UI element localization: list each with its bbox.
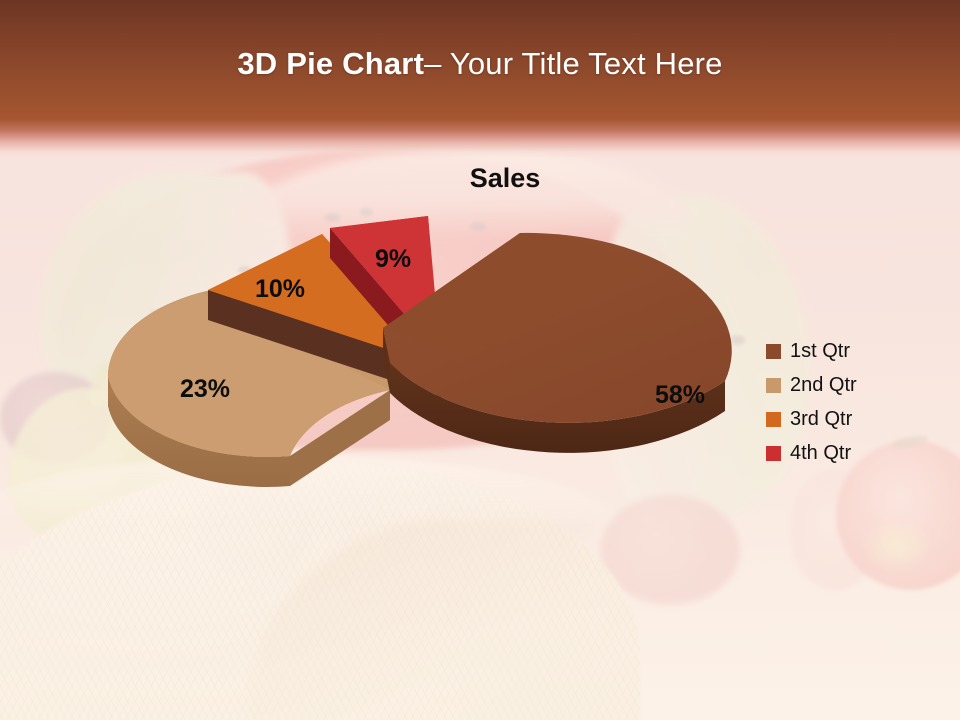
data-label-3rd-qtr: 10%: [255, 275, 306, 303]
legend-label: 4th Qtr: [790, 442, 852, 464]
page-title-rest: – Your Title Text Here: [424, 46, 723, 81]
legend-swatch-icon: [766, 377, 781, 393]
legend-label: 1st Qtr: [790, 340, 851, 362]
chart-legend: 1st Qtr 2nd Qtr 3rd Qtr 4th Qtr: [766, 334, 857, 470]
data-label-1st-qtr: 58%: [655, 381, 706, 409]
page-title: 3D Pie Chart– Your Title Text Here: [0, 46, 960, 82]
legend-swatch-icon: [766, 411, 781, 427]
legend-item-2nd-qtr[interactable]: 2nd Qtr: [766, 368, 857, 402]
title-banner: [0, 0, 960, 158]
legend-item-1st-qtr[interactable]: 1st Qtr: [766, 334, 857, 368]
data-label-2nd-qtr: 23%: [180, 375, 231, 403]
legend-swatch-icon: [766, 445, 781, 461]
legend-label: 3rd Qtr: [790, 408, 853, 430]
legend-item-4th-qtr[interactable]: 4th Qtr: [766, 436, 857, 470]
legend-label: 2nd Qtr: [790, 374, 857, 396]
pie-chart-graphic: [108, 216, 732, 487]
page-title-bold: 3D Pie Chart: [237, 46, 425, 81]
legend-item-3rd-qtr[interactable]: 3rd Qtr: [766, 402, 857, 436]
legend-swatch-icon: [766, 343, 781, 359]
pie-slice-2nd-qtr[interactable]: [108, 284, 393, 487]
chart-title: Sales: [469, 163, 541, 193]
pie-slice-1st-qtr[interactable]: [383, 232, 732, 453]
data-label-4th-qtr: 9%: [375, 245, 412, 273]
